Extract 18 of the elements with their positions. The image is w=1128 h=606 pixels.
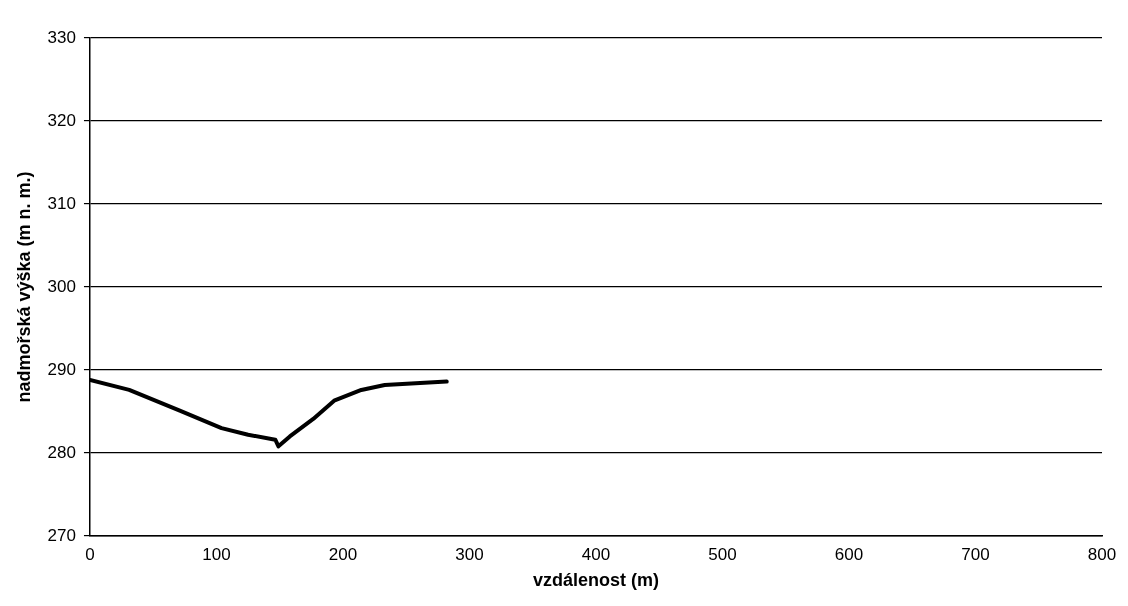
x-tick-label: 500 bbox=[708, 544, 737, 564]
x-tick-label: 400 bbox=[581, 544, 611, 564]
y-tick-label: 330 bbox=[47, 27, 76, 47]
x-tick-label: 200 bbox=[328, 544, 358, 564]
x-tick-label: 800 bbox=[1087, 544, 1117, 564]
y-tick-label: 320 bbox=[47, 110, 76, 130]
y-tick-label: 310 bbox=[47, 193, 76, 213]
y-tick-label: 290 bbox=[47, 359, 76, 379]
x-tick-label: 100 bbox=[202, 544, 231, 564]
y-tick-label: 270 bbox=[47, 525, 76, 545]
y-tick-label: 300 bbox=[47, 276, 76, 296]
x-tick-label: 300 bbox=[455, 544, 484, 564]
y-tick-label: 280 bbox=[47, 442, 76, 462]
x-axis-title: vzdálenost (m) bbox=[532, 570, 659, 591]
x-tick-label: 0 bbox=[85, 544, 95, 564]
y-axis-title: nadmořská výška (m n. m.) bbox=[13, 171, 34, 403]
x-tick-label: 700 bbox=[961, 544, 990, 564]
x-tick-label: 600 bbox=[834, 544, 864, 564]
